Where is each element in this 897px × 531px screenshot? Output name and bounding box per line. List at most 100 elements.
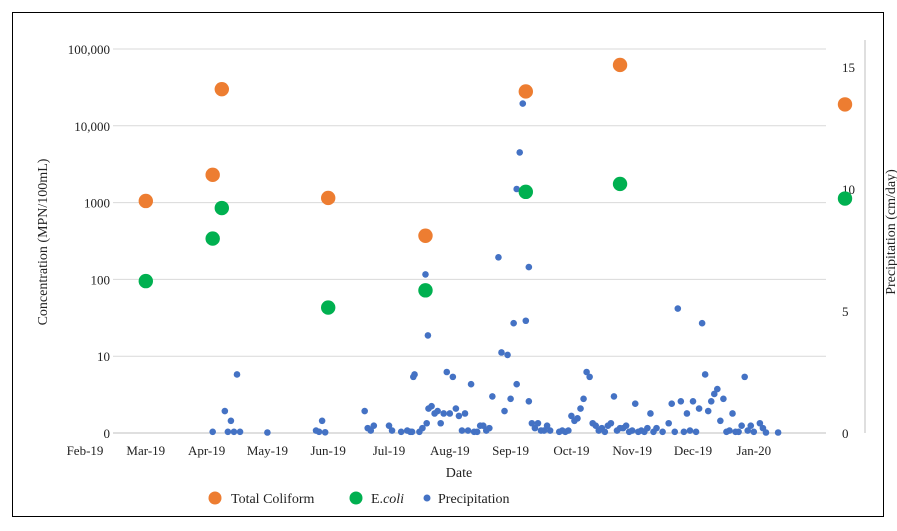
- point-precipitation-115: [695, 405, 703, 412]
- point-precipitation-4: [230, 428, 238, 436]
- x-tick-label-11: Jan-20: [736, 443, 771, 458]
- point-precipitation-39: [455, 412, 463, 420]
- point-precipitation-66: [534, 419, 542, 427]
- point-precipitation-25: [419, 424, 426, 432]
- x-tick-label-6: Aug-19: [430, 443, 470, 458]
- point-e-coli-5: [518, 184, 533, 200]
- x-tick-label-2: Apr-19: [188, 443, 225, 458]
- point-precipitation-107: [671, 428, 679, 436]
- x-tick-label-3: May-19: [247, 443, 288, 458]
- x-tick-label-8: Oct-19: [553, 443, 589, 458]
- x-tick-label-7: Sep-19: [492, 443, 529, 458]
- point-precipitation-96: [631, 400, 639, 408]
- legend: Total Coliform E.coli Precipitation: [208, 491, 510, 507]
- point-precipitation-81: [586, 373, 593, 381]
- point-precipitation-56: [510, 319, 517, 327]
- point-precipitation-95: [628, 427, 636, 434]
- point-precipitation-93: [622, 422, 630, 429]
- point-precipitation-86: [601, 428, 609, 436]
- point-precipitation-47: [479, 422, 487, 429]
- point-precipitation-103: [653, 424, 660, 432]
- y-tick-label-2: 100: [91, 272, 111, 287]
- y-tick-label-0: 0: [104, 426, 111, 441]
- point-total-coliform-7: [837, 97, 853, 112]
- legend-label-precipitation: Precipitation: [438, 492, 510, 507]
- legend-label-ecoli-main: E.: [371, 492, 383, 507]
- point-precipitation-112: [686, 427, 694, 434]
- point-precipitation-120: [710, 390, 718, 398]
- point-precipitation-105: [665, 419, 672, 427]
- y-tick-label-1: 10: [97, 349, 110, 364]
- point-precipitation-118: [704, 407, 712, 415]
- point-e-coli-6: [612, 176, 628, 192]
- x-tick-label-4: Jun-19: [311, 443, 346, 458]
- x-axis-label: Date: [446, 466, 472, 481]
- point-precipitation-122: [717, 417, 724, 425]
- point-precipitation-51: [495, 254, 502, 261]
- axes: [113, 40, 866, 434]
- point-precipitation-61: [522, 317, 530, 325]
- point-precipitation-32: [434, 407, 441, 415]
- gridlines: [113, 48, 826, 357]
- point-total-coliform-5: [518, 84, 533, 99]
- point-precipitation-113: [689, 397, 697, 405]
- point-precipitation-121: [714, 385, 721, 393]
- point-precipitation-78: [577, 405, 584, 412]
- point-total-coliform-1: [205, 167, 220, 183]
- point-precipitation-69: [543, 422, 551, 429]
- y2-tick-label-0: 0: [842, 426, 849, 441]
- point-precipitation-114: [692, 428, 700, 436]
- point-precipitation-129: [738, 422, 745, 429]
- point-e-coli-0: [138, 273, 153, 289]
- point-precipitation-117: [701, 371, 709, 378]
- point-precipitation-12: [361, 407, 368, 415]
- point-precipitation-79: [580, 395, 587, 403]
- point-precipitation-11: [321, 428, 329, 436]
- point-precipitation-30: [428, 402, 435, 410]
- point-precipitation-50: [489, 393, 496, 400]
- point-precipitation-133: [750, 428, 758, 436]
- point-precipitation-65: [531, 424, 539, 432]
- legend-marker-precipitation: [423, 494, 431, 502]
- point-precipitation-100: [644, 424, 651, 432]
- legend-marker-total-coliform: [208, 491, 222, 505]
- x-tick-label-0: Feb-19: [67, 443, 104, 458]
- point-precipitation-80: [583, 368, 590, 376]
- point-precipitation-49: [486, 424, 493, 432]
- point-precipitation-6: [236, 428, 244, 436]
- point-precipitation-52: [498, 349, 505, 356]
- point-precipitation-110: [680, 428, 688, 436]
- point-precipitation-33: [437, 419, 444, 427]
- point-precipitation-17: [388, 427, 396, 434]
- point-precipitation-60: [519, 100, 527, 107]
- point-precipitation-70: [546, 427, 554, 434]
- legend-label-total-coliform: Total Coliform: [231, 492, 315, 507]
- point-precipitation-1: [221, 407, 229, 415]
- point-precipitation-125: [726, 427, 733, 434]
- x-tick-label-5: Jul-19: [373, 443, 406, 458]
- point-precipitation-123: [720, 395, 727, 403]
- point-precipitation-41: [461, 410, 469, 417]
- point-precipitation-28: [424, 332, 432, 339]
- point-precipitation-130: [741, 373, 748, 381]
- y2-tick-label-1: 5: [842, 304, 849, 319]
- legend-label-ecoli-italic: coli: [383, 492, 404, 507]
- point-total-coliform-2: [214, 81, 229, 97]
- point-precipitation-68: [540, 427, 548, 434]
- point-precipitation-3: [227, 417, 235, 425]
- point-precipitation-18: [397, 428, 405, 436]
- point-precipitation-26: [422, 271, 429, 278]
- tick-labels: 0 10 100 1000 10,000 100,000 Feb-19 Mar-19 Apr-1…: [67, 42, 855, 458]
- point-precipitation-40: [458, 427, 466, 434]
- legend-marker-ecoli: [349, 491, 363, 505]
- y-axis-label: Concentration (MPN/100mL): [36, 158, 51, 325]
- point-precipitation-2: [224, 428, 232, 436]
- point-total-coliform-6: [612, 57, 628, 73]
- point-precipitation-37: [449, 373, 457, 381]
- point-precipitation-54: [504, 351, 511, 359]
- point-precipitation-137: [774, 429, 782, 436]
- point-precipitation-0: [209, 428, 216, 436]
- legend-label-ecoli: E.coli: [371, 492, 404, 507]
- point-precipitation-132: [747, 422, 755, 429]
